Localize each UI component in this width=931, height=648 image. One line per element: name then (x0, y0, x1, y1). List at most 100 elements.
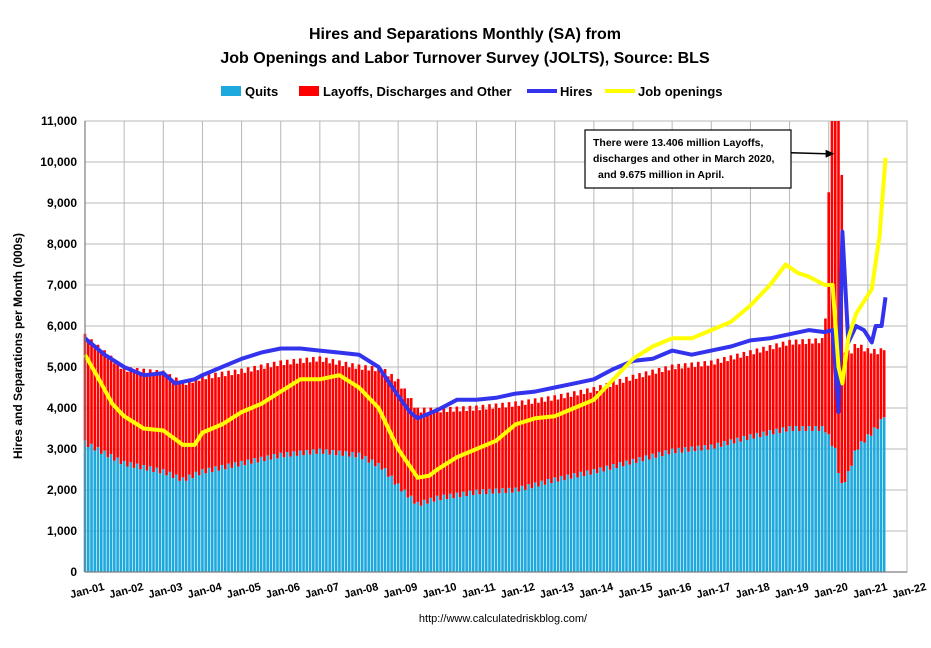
bar-layoffs (732, 359, 736, 444)
bar-quits (126, 466, 129, 572)
bar-layoffs (736, 353, 739, 438)
bar-layoffs (237, 374, 240, 467)
bar-layoffs (615, 384, 618, 469)
bar-quits (579, 471, 583, 572)
bar-layoffs (351, 363, 354, 453)
bar-layoffs (357, 364, 361, 453)
bar-quits (758, 437, 762, 572)
bar-layoffs (690, 362, 694, 447)
bar-quits (537, 486, 540, 572)
bar-layoffs (282, 365, 286, 458)
bar-layoffs (628, 380, 632, 465)
bar-layoffs (755, 348, 759, 433)
annotation-line-3: and 9.675 million in April. (598, 169, 724, 181)
bar-quits (302, 455, 305, 572)
bar-quits (243, 465, 247, 572)
bar-layoffs (471, 410, 475, 496)
bar-layoffs (181, 380, 185, 478)
bar-quits (338, 450, 341, 572)
bar-layoffs (576, 395, 579, 478)
legend-label-hires: Hires (560, 84, 593, 99)
bar-layoffs (729, 355, 733, 440)
bar-layoffs (696, 361, 700, 446)
bar-layoffs (191, 382, 194, 479)
x-tick-label: Jan-13 (539, 581, 576, 601)
bar-layoffs (155, 370, 159, 468)
bar-quits (315, 453, 318, 572)
bar-layoffs (220, 371, 224, 465)
bar-quits (259, 456, 263, 572)
bar-quits (644, 455, 648, 572)
bar-layoffs (315, 361, 318, 454)
bar-quits (289, 456, 292, 572)
bar-layoffs (188, 378, 191, 475)
x-tick-label: Jan-11 (461, 581, 497, 601)
x-tick-label: Jan-16 (656, 581, 693, 601)
bar-layoffs (253, 365, 256, 459)
bar-layoffs (292, 359, 296, 452)
bar-layoffs (178, 384, 181, 481)
bar-layoffs (716, 358, 720, 443)
bar-layoffs (161, 370, 165, 470)
bar-layoffs (846, 350, 850, 472)
bar-quits (700, 450, 703, 572)
bar-quits (739, 441, 742, 572)
bar-quits (723, 441, 726, 572)
bar-quits (367, 462, 371, 572)
bar-layoffs (533, 398, 537, 483)
bar-layoffs (869, 353, 873, 436)
bar-quits (670, 448, 674, 572)
bar-layoffs (644, 371, 648, 456)
bar-quits (569, 478, 573, 572)
bar-quits (742, 435, 746, 572)
x-tick-label: Jan-20 (813, 581, 850, 601)
bar-layoffs (882, 350, 886, 418)
bar-quits (830, 445, 834, 572)
bar-layoffs (259, 364, 263, 457)
bar-layoffs (175, 377, 178, 475)
bar-layoffs (726, 361, 729, 446)
bar-layoffs (788, 339, 791, 427)
bar-quits (504, 492, 508, 572)
bar-layoffs (651, 369, 654, 454)
bar-quits (233, 462, 237, 572)
bar-layoffs (145, 373, 149, 471)
bar-quits (188, 474, 191, 572)
bar-quits (269, 459, 273, 572)
bar-quits (546, 478, 550, 572)
bar-quits (429, 497, 433, 572)
bar-quits (856, 449, 860, 572)
bar-quits (462, 491, 465, 572)
bar-quits (312, 449, 315, 572)
bar-layoffs (807, 338, 811, 427)
bar-quits (762, 431, 765, 572)
bar-layoffs (592, 387, 596, 470)
bars (83, 121, 886, 572)
bar-layoffs (488, 404, 491, 489)
series-lines (83, 157, 888, 480)
bar-quits (599, 467, 602, 572)
bar-quits (256, 462, 260, 572)
bar-quits (194, 471, 198, 572)
legend-label-quits: Quits (245, 84, 278, 99)
bar-layoffs (272, 361, 276, 455)
bar-layoffs (524, 404, 527, 490)
bar-quits (396, 483, 400, 572)
bar-quits (484, 493, 488, 572)
bar-quits (406, 497, 410, 572)
bar-layoffs (811, 343, 814, 431)
bar-quits (755, 432, 759, 572)
bar-layoffs (390, 373, 393, 476)
bar-quits (468, 490, 472, 572)
bar-quits (863, 442, 866, 572)
bar-quits (210, 471, 214, 572)
bar-layoffs (850, 353, 853, 466)
bar-layoffs (605, 382, 609, 466)
bar-quits (184, 480, 188, 572)
bar-layoffs (377, 366, 380, 463)
bar-layoffs (100, 352, 103, 454)
bar-quits (798, 430, 801, 572)
annotation-box (584, 129, 792, 189)
bar-quits (674, 453, 677, 572)
bar-quits (576, 477, 579, 572)
